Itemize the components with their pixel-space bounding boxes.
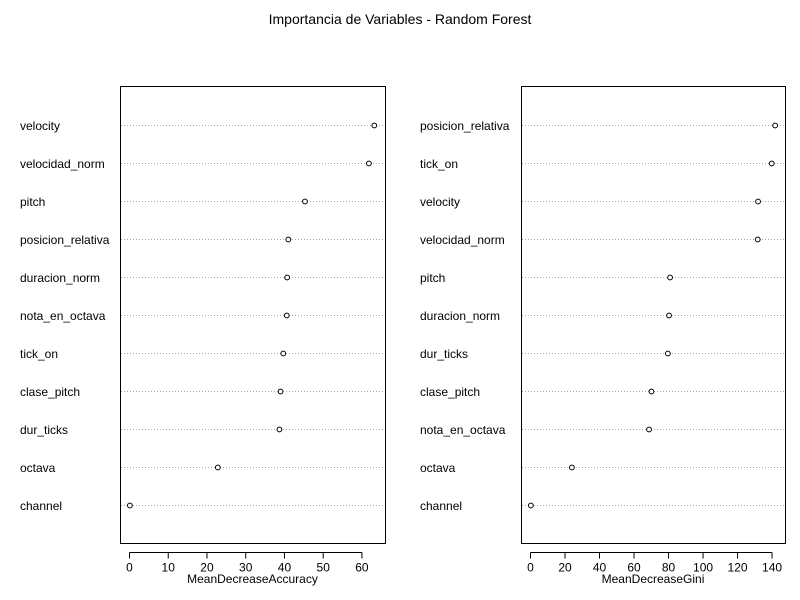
category-label: channel [420,499,462,513]
category-label: dur_ticks [420,347,468,361]
category-label: octava [20,461,56,475]
category-label: velocity [420,195,460,209]
plot-frame [120,86,386,544]
data-point [280,350,287,357]
plot-frame [521,86,786,544]
data-point [284,274,291,281]
data-point [527,502,534,509]
x-axis-title: MeanDecreaseAccuracy [187,572,318,586]
category-label: nota_en_octava [20,309,106,323]
category-label: velocidad_norm [420,233,505,247]
x-axis-title: MeanDecreaseGini [602,572,705,586]
data-point [755,198,761,205]
category-label: dur_ticks [20,423,68,437]
x-tick-label: 50 [317,561,331,575]
category-label: tick_on [420,157,458,171]
data-point [277,388,284,395]
x-tick-label: 10 [162,561,176,575]
category-label: nota_en_octava [420,423,506,437]
x-tick-label: 20 [200,561,214,575]
category-label: velocity [20,119,60,133]
category-label: channel [20,499,62,513]
x-tick-label: 100 [693,561,713,575]
data-point [214,464,221,471]
data-point [371,122,378,129]
x-tick-label: 30 [239,561,253,575]
data-point [285,236,292,243]
data-point [276,426,283,433]
x-tick-label: 140 [762,561,782,575]
data-point [302,198,308,205]
data-point [126,502,133,509]
data-point [772,122,779,129]
category-label: octava [420,461,456,475]
x-tick-label: 40 [278,561,292,575]
data-point [667,274,673,281]
data-point [754,236,761,243]
data-point [768,160,775,167]
x-tick-label: 40 [593,561,607,575]
data-point [666,312,672,319]
category-label: posicion_relativa [420,119,510,133]
data-point [646,426,652,433]
category-label: duracion_norm [20,271,100,285]
x-tick-label: 60 [355,561,369,575]
category-label: clase_pitch [420,385,480,399]
category-label: duracion_norm [420,309,500,323]
x-tick-label: 80 [662,561,676,575]
chart-title: Importancia de Variables - Random Forest [268,11,532,27]
category-label: velocidad_norm [20,157,105,171]
category-label: posicion_relativa [20,233,110,247]
data-point [283,312,290,319]
category-label: pitch [420,271,445,285]
chart-panel-2: posicion_relativa tick_on velocity velocida… [420,86,786,586]
data-point [366,160,372,167]
data-point [569,464,575,471]
category-label: tick_on [20,347,58,361]
x-tick-label: 120 [728,561,748,575]
x-tick-label: 0 [126,561,133,575]
x-tick-label: 60 [627,561,641,575]
x-tick-label: 0 [527,561,534,575]
data-point [664,350,671,357]
category-label: clase_pitch [20,385,80,399]
category-label: pitch [20,195,45,209]
x-tick-label: 20 [558,561,572,575]
data-point [648,388,655,395]
